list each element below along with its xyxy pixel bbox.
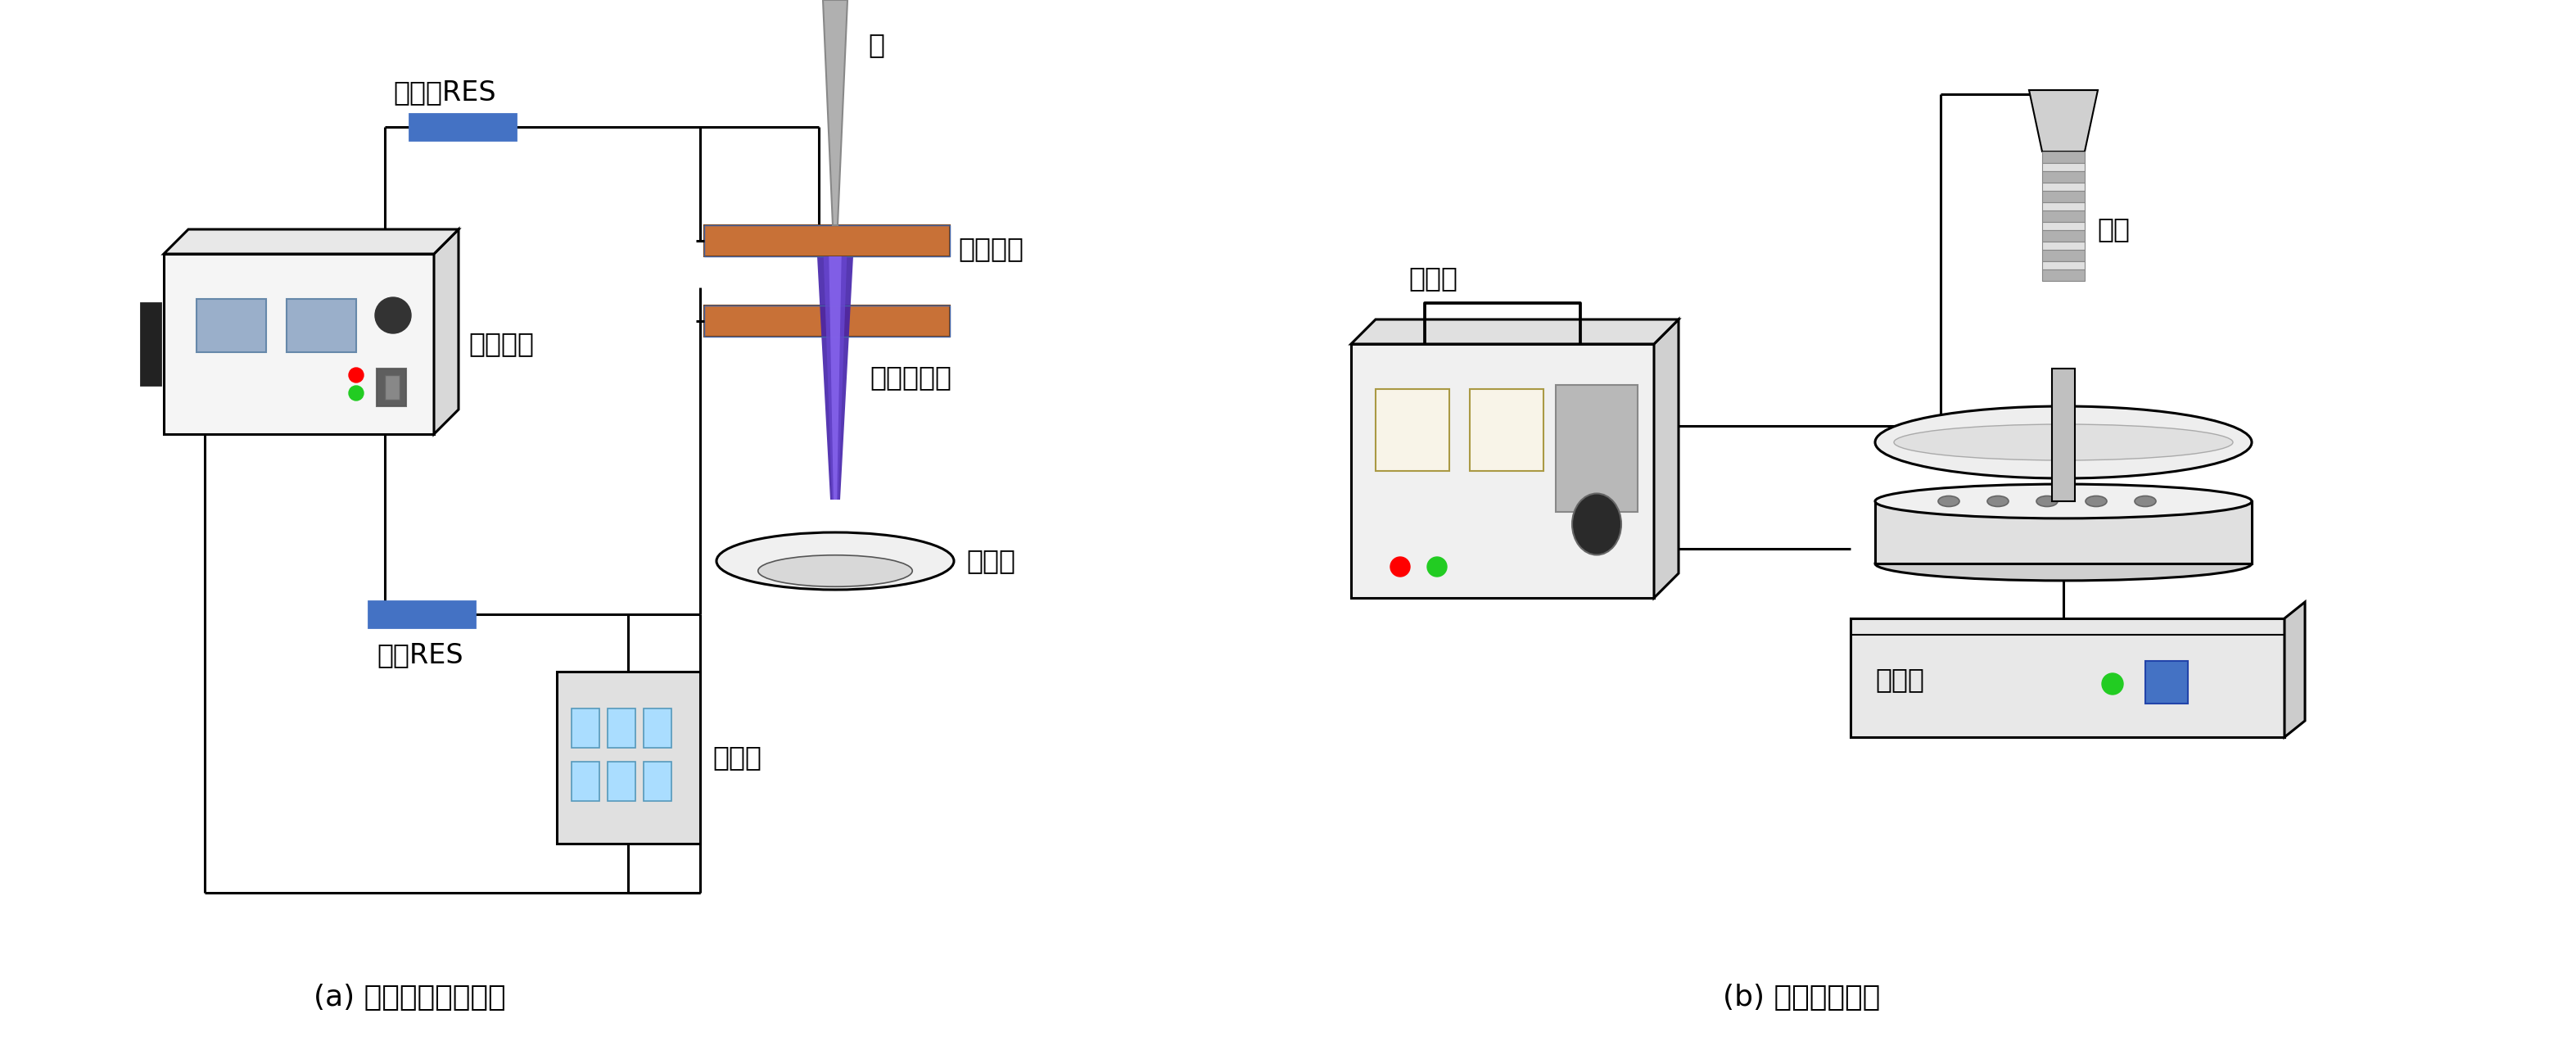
- Text: 控制器: 控制器: [1409, 265, 1458, 291]
- Bar: [1850, 618, 2285, 737]
- Ellipse shape: [1875, 484, 2251, 518]
- Bar: [376, 369, 407, 406]
- Circle shape: [1391, 557, 1409, 577]
- Circle shape: [348, 367, 363, 382]
- Polygon shape: [2285, 602, 2306, 737]
- Bar: [2043, 222, 2084, 230]
- Bar: [142, 303, 160, 385]
- Text: 反应器: 反应器: [966, 548, 1015, 575]
- Bar: [2043, 270, 2084, 281]
- Text: 万用表: 万用表: [714, 744, 762, 771]
- Ellipse shape: [2087, 496, 2107, 507]
- Ellipse shape: [2038, 496, 2058, 507]
- Bar: [572, 762, 600, 801]
- Ellipse shape: [1937, 496, 1960, 507]
- Polygon shape: [829, 256, 842, 500]
- Bar: [2043, 202, 2084, 210]
- Ellipse shape: [716, 532, 953, 589]
- Bar: [703, 225, 951, 256]
- Circle shape: [348, 386, 363, 401]
- Polygon shape: [1350, 320, 1680, 344]
- Bar: [196, 299, 265, 352]
- Bar: [556, 671, 701, 843]
- Bar: [1471, 389, 1543, 471]
- Circle shape: [1427, 557, 1448, 577]
- Polygon shape: [433, 229, 459, 434]
- Bar: [2146, 661, 2187, 704]
- Text: 反应器: 反应器: [1875, 666, 1924, 693]
- Text: 氙灯: 氙灯: [2097, 215, 2130, 243]
- Bar: [703, 305, 951, 336]
- Bar: [608, 762, 636, 801]
- Circle shape: [2102, 674, 2123, 694]
- Bar: [2043, 261, 2084, 270]
- Polygon shape: [817, 256, 853, 500]
- Ellipse shape: [1571, 493, 1620, 555]
- Text: 阴极循环: 阴极循环: [958, 235, 1023, 262]
- Ellipse shape: [1893, 425, 2233, 460]
- Bar: [1556, 385, 1638, 512]
- Bar: [608, 709, 636, 747]
- Polygon shape: [1654, 320, 1680, 598]
- Bar: [1875, 502, 2251, 563]
- Bar: [2043, 182, 2084, 191]
- Circle shape: [376, 298, 412, 333]
- Text: 针: 针: [868, 31, 884, 58]
- Bar: [410, 113, 515, 141]
- Bar: [368, 601, 474, 628]
- Text: 稳电压源: 稳电压源: [469, 330, 533, 357]
- Bar: [2043, 191, 2084, 202]
- Bar: [703, 305, 951, 336]
- Polygon shape: [824, 256, 848, 500]
- Ellipse shape: [1875, 547, 2251, 581]
- Ellipse shape: [2136, 496, 2156, 507]
- Text: 等离子射流: 等离子射流: [871, 364, 951, 391]
- Bar: [2043, 242, 2084, 250]
- Bar: [2043, 163, 2084, 171]
- Bar: [644, 762, 672, 801]
- Ellipse shape: [757, 555, 912, 587]
- Bar: [572, 709, 600, 747]
- Text: 镇流器RES: 镇流器RES: [394, 79, 497, 106]
- Bar: [2043, 230, 2084, 242]
- Text: (b) 光化学反应仪: (b) 光化学反应仪: [1723, 984, 1880, 1012]
- Bar: [1350, 344, 1654, 598]
- Bar: [165, 254, 433, 434]
- Polygon shape: [822, 0, 848, 225]
- Polygon shape: [165, 229, 459, 254]
- Polygon shape: [2030, 91, 2097, 152]
- Text: (a) 辉光放电等离子体: (a) 辉光放电等离子体: [314, 984, 505, 1012]
- Ellipse shape: [1986, 496, 2009, 507]
- Bar: [384, 375, 399, 400]
- Bar: [2043, 152, 2084, 163]
- Bar: [644, 709, 672, 747]
- Ellipse shape: [1875, 406, 2251, 478]
- Bar: [2053, 369, 2074, 502]
- Bar: [286, 299, 355, 352]
- Bar: [2043, 210, 2084, 222]
- Bar: [703, 225, 951, 256]
- Text: 检验RES: 检验RES: [376, 641, 464, 668]
- Bar: [1376, 389, 1450, 471]
- Bar: [2043, 250, 2084, 261]
- Bar: [2043, 171, 2084, 182]
